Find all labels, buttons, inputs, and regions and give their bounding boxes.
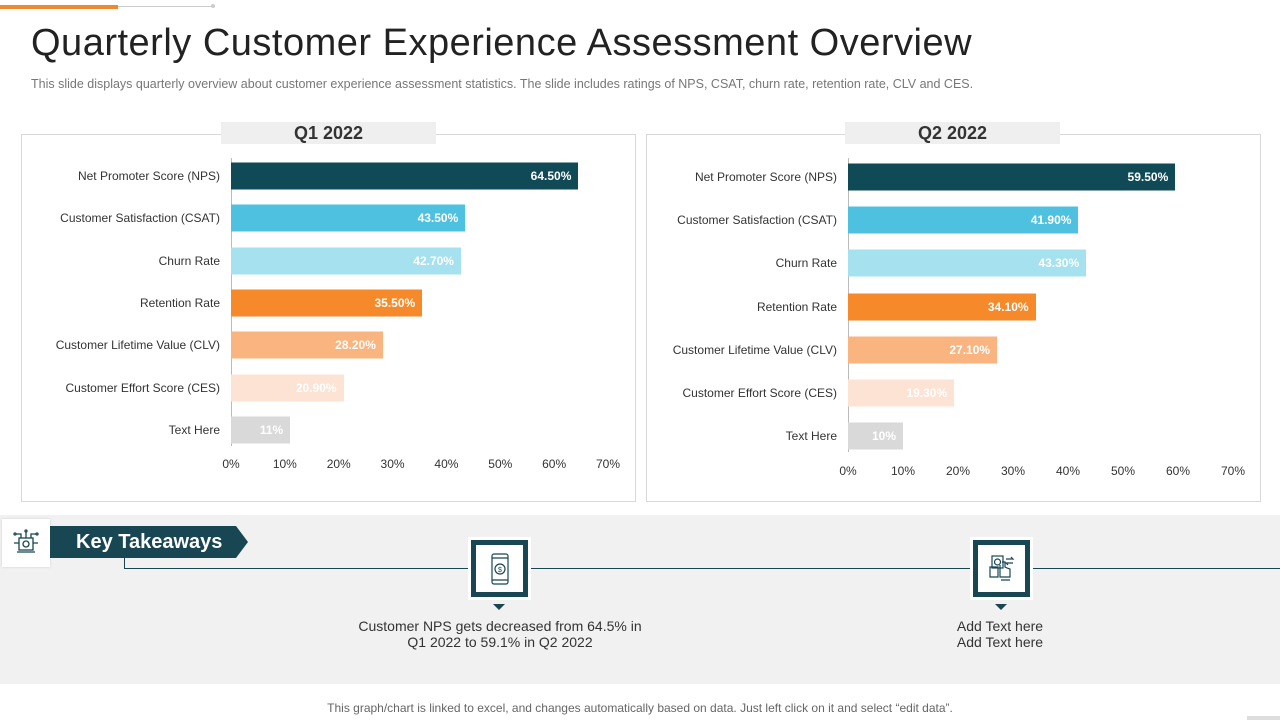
accent-bar xyxy=(0,5,118,9)
timeline-line xyxy=(124,568,471,569)
accent-line xyxy=(118,6,213,7)
connector xyxy=(124,558,125,568)
q1-chart-title: Q1 2022 xyxy=(221,122,436,144)
corner-mark xyxy=(1247,716,1280,720)
hand-payment-icon xyxy=(973,540,1030,597)
pointer-icon xyxy=(493,604,505,610)
takeaway-text-2: Add Text here Add Text here xyxy=(956,618,1044,650)
network-user-icon xyxy=(2,519,50,567)
footer-note: This graph/chart is linked to excel, and… xyxy=(327,701,953,715)
page-title: Quarterly Customer Experience Assessment… xyxy=(31,22,973,64)
q2-chart-panel[interactable] xyxy=(646,134,1261,502)
page-subtitle: This slide displays quarterly overview a… xyxy=(31,77,974,91)
accent-dot xyxy=(211,4,215,8)
mobile-settings-icon: $ xyxy=(471,540,528,597)
key-takeaways-heading: Key Takeaways xyxy=(50,526,248,558)
timeline-line xyxy=(528,568,974,569)
q2-chart-title: Q2 2022 xyxy=(845,122,1060,144)
pointer-icon xyxy=(995,604,1007,610)
takeaway-text-1: Customer NPS gets decreased from 64.5% i… xyxy=(358,618,642,650)
q1-chart-panel[interactable] xyxy=(21,134,636,502)
timeline-line xyxy=(1030,568,1280,569)
svg-text:$: $ xyxy=(498,567,502,574)
